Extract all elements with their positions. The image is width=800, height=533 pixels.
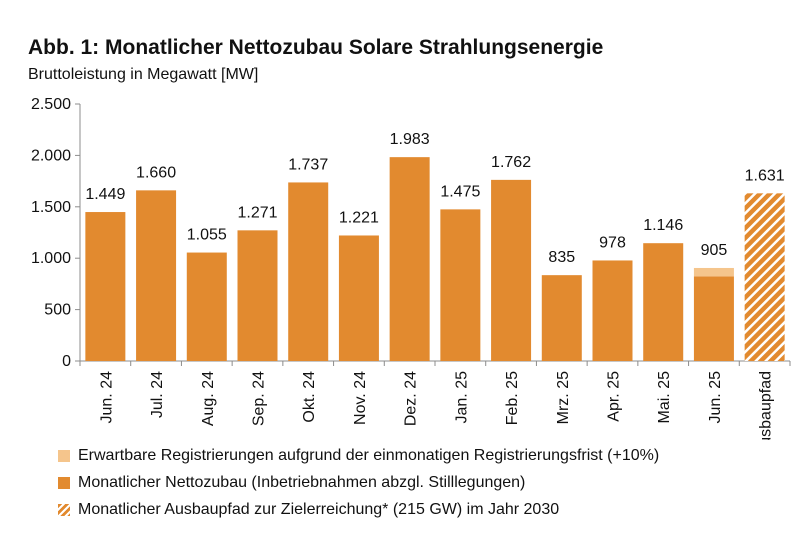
x-tick-label: Sep. 24 xyxy=(251,371,268,426)
x-tick-label: Jan. 25 xyxy=(453,371,470,424)
x-tick-label: Jul. 24 xyxy=(149,371,166,418)
bar-net-addition xyxy=(389,157,430,361)
x-tick-label: Jun. 25 xyxy=(707,371,724,424)
bar-expansion-path xyxy=(744,193,785,361)
bar-net-addition xyxy=(338,235,379,361)
legend-label: Monatlicher Nettozubau (Inbetriebnahmen … xyxy=(78,473,526,491)
legend-swatch-hatch xyxy=(58,503,70,516)
x-tick-label: Apr. 25 xyxy=(606,371,623,422)
data-label: 1.271 xyxy=(237,204,277,221)
y-tick-label: 500 xyxy=(44,302,71,319)
legend-label: Erwartbare Registrierungen aufgrund der … xyxy=(78,446,660,464)
data-label: 1.762 xyxy=(491,154,531,171)
data-label: 1.221 xyxy=(339,209,379,226)
x-tick-label: Okt. 24 xyxy=(301,371,318,423)
data-label: 1.660 xyxy=(136,164,176,181)
data-label: 978 xyxy=(599,234,626,251)
x-tick-label: Mrz. 25 xyxy=(555,371,572,424)
legend-item-expansion-path: Monatlicher Ausbaupfad zur Zielerreichun… xyxy=(58,496,659,523)
data-label: 1.475 xyxy=(440,183,480,200)
bar-net-addition xyxy=(440,209,481,361)
data-label: 1.146 xyxy=(643,217,683,234)
bar-net-addition xyxy=(186,252,227,361)
x-tick-label: Mai. 25 xyxy=(656,371,673,424)
chart-subtitle: Bruttoleistung in Megawatt [MW] xyxy=(28,66,259,83)
bar-net-addition xyxy=(592,260,633,361)
bar-net-addition xyxy=(541,275,582,361)
legend-item-expected-registrations: Erwartbare Registrierungen aufgrund der … xyxy=(58,442,659,469)
bar-expected-registrations xyxy=(693,267,734,277)
legend-swatch-light xyxy=(58,449,70,462)
bars xyxy=(85,157,785,361)
bar-net-addition xyxy=(237,230,278,361)
bar-net-addition xyxy=(693,276,734,361)
legend-swatch-main xyxy=(58,476,70,489)
bar-chart: 0 500 1.000 1.500 2.000 2.500 Jun. 24 Jul. 24 Au… xyxy=(31,96,791,440)
bar-net-addition xyxy=(491,179,532,361)
data-label: 1.737 xyxy=(288,156,328,173)
x-tick-label: Feb. 25 xyxy=(504,371,521,425)
bar-net-addition xyxy=(85,212,126,361)
x-tick-label: Nov. 24 xyxy=(352,371,369,425)
y-tick-label: 1.000 xyxy=(31,250,71,267)
chart-title: Abb. 1: Monatlicher Nettozubau Solare St… xyxy=(28,36,604,59)
labels: 1.449 1.660 1.055 1.271 1.737 1.221 1.983 1.475… xyxy=(85,131,784,266)
bar-net-addition xyxy=(643,243,684,361)
data-label: 1.449 xyxy=(85,186,125,203)
bar-net-addition xyxy=(288,182,329,361)
y-tick-label: 1.500 xyxy=(31,199,71,216)
x-tick-label: Dez. 24 xyxy=(403,371,420,426)
x-tick-label: Aug. 24 xyxy=(200,371,217,426)
x-tick-label: Ausbaupfad xyxy=(758,371,775,440)
y-tick-label: 2.500 xyxy=(31,96,71,113)
data-label: 1.631 xyxy=(745,167,785,184)
bar-net-addition xyxy=(136,190,177,361)
y-tick-label: 0 xyxy=(62,353,71,370)
data-label: 1.983 xyxy=(390,131,430,148)
y-tick-label: 2.000 xyxy=(31,147,71,164)
data-label: 905 xyxy=(701,242,728,259)
legend: Erwartbare Registrierungen aufgrund der … xyxy=(58,442,659,523)
data-label: 835 xyxy=(548,249,575,266)
data-label: 1.055 xyxy=(187,227,227,244)
legend-label: Monatlicher Ausbaupfad zur Zielerreichun… xyxy=(78,500,560,518)
x-tick-label: Jun. 24 xyxy=(98,371,115,424)
legend-item-net-addition: Monatlicher Nettozubau (Inbetriebnahmen … xyxy=(58,469,659,496)
